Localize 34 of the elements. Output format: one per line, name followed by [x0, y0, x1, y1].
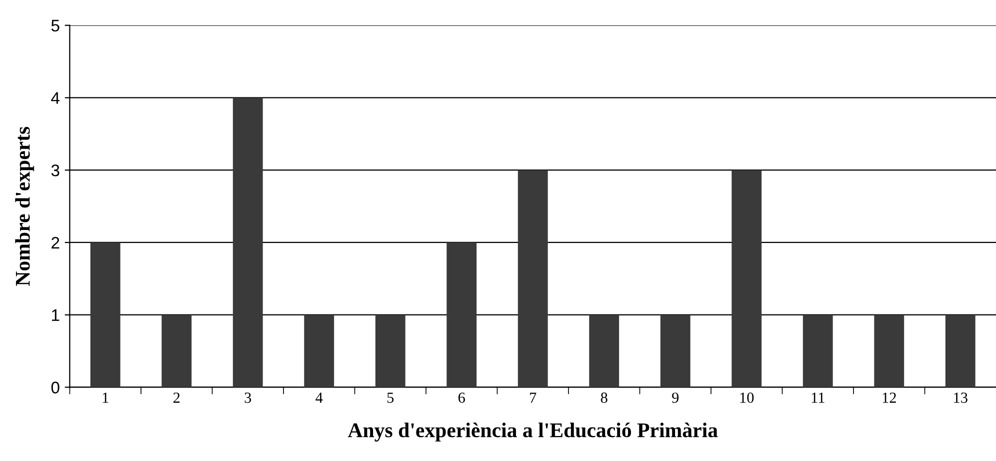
y-tick-label: 0 [51, 382, 60, 394]
bar [304, 314, 334, 388]
x-tick-label: 6 [458, 392, 465, 403]
bar [589, 314, 620, 388]
y-tick-label: 5 [51, 20, 60, 32]
bar [446, 242, 477, 388]
y-axis-title: Nombre d'experts [15, 126, 34, 286]
y-tick-label: 2 [52, 236, 60, 249]
bar [945, 314, 976, 388]
bar [162, 314, 192, 388]
bar [232, 98, 263, 388]
x-tick-label: 8 [600, 392, 608, 403]
x-tick-label: 5 [387, 392, 394, 403]
bar [375, 314, 406, 388]
y-tick-label: 1 [52, 309, 60, 321]
bar [660, 314, 690, 388]
x-axis-title: Anys d'experiència a l'Educació Primària [348, 422, 718, 442]
x-tick-label: 11 [812, 392, 824, 403]
x-tick-label: 3 [244, 392, 252, 403]
y-tick-label: 4 [51, 92, 60, 104]
x-tick-label: 2 [173, 392, 180, 403]
y-tick-label: 3 [51, 164, 60, 176]
bar [732, 170, 762, 388]
x-tick-label: 10 [740, 392, 754, 403]
bar [518, 170, 548, 388]
bar [874, 314, 904, 388]
bar [802, 314, 833, 388]
x-tick-label: 1 [102, 392, 108, 403]
x-tick-label: 13 [954, 392, 968, 403]
bar [90, 242, 120, 388]
x-tick-label: 9 [672, 392, 679, 403]
x-tick-label: 7 [530, 392, 536, 403]
x-tick-label: 12 [882, 392, 896, 403]
x-tick-label: 4 [316, 392, 323, 403]
